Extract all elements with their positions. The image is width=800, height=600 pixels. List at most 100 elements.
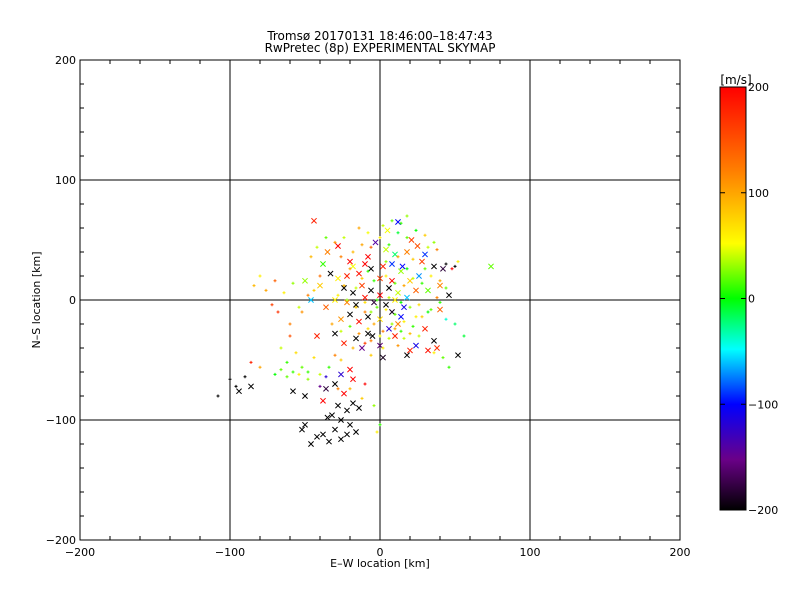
data-point-x [372,239,379,246]
data-point-plus [282,291,286,295]
data-point-plus [318,274,322,278]
y-tick-labels: −200 −100 0 100 200 [46,54,76,547]
data-point-plus [297,372,301,376]
data-point-plus [402,336,406,340]
data-point-plus [417,303,421,307]
data-point-x [308,297,314,303]
data-point-x [365,253,371,260]
y-tick-label: −100 [46,414,76,427]
x-tick-label: −100 [215,546,245,559]
data-point-plus [396,255,400,259]
data-point-x [389,261,395,267]
data-point-plus [456,260,460,264]
data-point-plus [405,214,409,218]
data-point-x [408,237,415,243]
data-point-x [395,289,401,296]
data-point-x [344,407,350,414]
data-point-plus [399,221,403,225]
data-point-x [398,313,404,320]
data-point-x [353,301,359,308]
data-point-plus [438,300,442,304]
data-point-plus [279,368,283,372]
data-point-x [317,282,323,289]
data-point-x [368,287,374,294]
data-point-plus [387,296,391,300]
data-point-plus [273,372,277,376]
colorbar-tick-label: 200 [748,81,769,94]
data-point-x [320,261,326,267]
data-point-plus [312,288,316,292]
colorbar-label: [m/s] [720,73,751,87]
data-point-plus [291,370,295,374]
data-point-plus [387,243,391,247]
data-point-plus [423,233,427,237]
data-point-plus [372,404,376,408]
data-point-x [404,249,410,255]
data-point-plus [306,370,310,374]
data-point-x [413,342,419,349]
data-point-plus [234,384,238,388]
data-point-plus [384,274,388,278]
data-point-x [395,321,401,327]
data-point-plus [411,276,415,280]
data-point-plus [435,248,439,252]
data-point-plus [348,267,352,271]
data-point-plus [375,305,379,309]
x-tick-label: 200 [670,546,691,559]
data-point-plus [360,276,364,280]
data-point-plus [366,231,370,235]
data-point-x [290,388,296,395]
data-point-x [455,352,461,359]
data-point-x [350,263,356,270]
data-point-x [398,268,404,275]
data-point-x [419,258,425,265]
data-point-plus [285,360,289,364]
data-point-plus [390,219,394,223]
y-axis-label: N–S location [km] [30,251,43,348]
grid-lines [80,60,680,540]
data-point-plus [357,332,361,336]
data-point-x [437,306,443,313]
data-point-plus [411,257,415,261]
data-point-x [365,313,371,320]
data-point-plus [354,305,358,309]
data-point-x [371,299,377,306]
data-point-plus [258,365,262,369]
data-point-x [392,251,398,258]
data-point-x [347,366,353,373]
data-point-plus [390,322,394,326]
y-tick-label: 100 [55,174,76,187]
data-point-x [323,304,329,311]
data-point-plus [429,274,433,278]
data-point-plus [387,336,391,340]
data-point-x [332,297,338,303]
data-point-plus [348,387,352,391]
data-point-plus [336,387,340,391]
data-point-plus [264,288,268,292]
data-point-x [362,261,368,267]
data-point-plus [297,305,301,309]
data-point-plus [369,339,373,343]
data-point-x [386,285,392,291]
data-point-x [344,431,350,438]
data-point-plus [432,351,436,355]
data-point-plus [411,324,415,328]
x-tick-label: 0 [377,546,384,559]
data-point-plus [426,310,430,314]
data-point-x [338,316,344,323]
data-point-plus [285,375,289,379]
data-point-x [407,347,413,354]
data-point-plus [378,236,382,240]
data-point-x [431,263,437,270]
data-point-plus [363,310,367,314]
data-point-x [314,333,320,339]
data-point-plus [393,312,397,316]
data-point-x [404,294,410,301]
data-point-x [347,258,353,265]
data-point-plus [441,356,445,360]
data-point-plus [378,423,382,427]
data-point-x [384,227,391,234]
data-point-x [332,426,338,433]
data-point-plus [306,293,310,297]
